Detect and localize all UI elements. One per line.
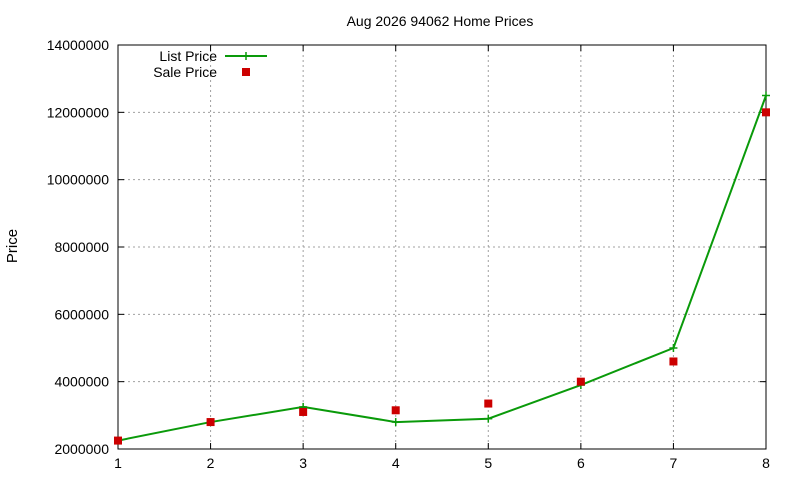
list-price-point — [669, 344, 678, 352]
legend-marker-list-price — [242, 52, 250, 60]
sale-price-point — [299, 407, 308, 416]
list-price-point — [391, 418, 400, 427]
x-tick-label: 3 — [299, 455, 307, 471]
x-tick-label: 6 — [577, 455, 585, 471]
x-tick-label: 8 — [762, 455, 770, 471]
series-sale-price — [114, 108, 770, 445]
x-tick-label: 7 — [670, 455, 678, 471]
y-tick-label: 10000000 — [47, 172, 110, 188]
x-tick-label: 2 — [207, 455, 215, 471]
sale-price-point — [576, 377, 585, 386]
y-tick-label: 6000000 — [54, 306, 109, 322]
legend-marker-sale-price — [242, 68, 250, 76]
x-tick-label: 1 — [114, 455, 122, 471]
sale-price-point — [206, 418, 215, 427]
axis-ticks: 1 2 3 4 5 6 7 8 2000000 4000000 6000000 8000000 1000… — [47, 37, 770, 471]
y-tick-label: 8000000 — [54, 239, 109, 255]
list-price-point — [484, 414, 493, 423]
x-tick-label: 4 — [392, 455, 400, 471]
y-axis-label: Price — [4, 229, 21, 263]
legend-label-list-price: List Price — [159, 48, 217, 64]
y-tick-label: 2000000 — [54, 441, 109, 457]
grid-lines — [118, 45, 766, 449]
y-tick-label: 12000000 — [47, 104, 110, 120]
sale-price-point — [114, 436, 122, 445]
list-price-line — [117, 95, 767, 442]
sale-price-point — [669, 357, 678, 366]
series-layer — [114, 91, 770, 445]
y-tick-label: 4000000 — [54, 374, 109, 390]
series-list-price — [114, 91, 770, 445]
list-price-point — [762, 91, 770, 100]
y-tick-label: 14000000 — [47, 37, 110, 53]
x-tick-label: 5 — [484, 455, 492, 471]
sale-price-point — [391, 406, 400, 415]
legend-label-sale-price: Sale Price — [153, 64, 217, 80]
chart-title: Aug 2026 94062 Home Prices — [347, 13, 534, 29]
sale-price-point — [484, 399, 493, 408]
sale-price-point — [762, 108, 770, 117]
